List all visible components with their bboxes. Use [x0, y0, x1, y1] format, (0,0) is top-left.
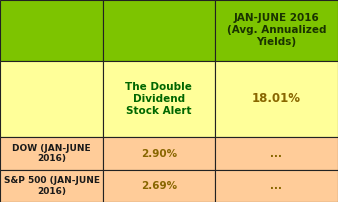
Bar	[103, 137, 215, 170]
Bar	[103, 61, 215, 137]
Text: JAN-JUNE 2016
(Avg. Annualized
Yields): JAN-JUNE 2016 (Avg. Annualized Yields)	[226, 13, 326, 47]
Text: ...: ...	[270, 181, 282, 191]
Text: DOW (JAN-JUNE
2016): DOW (JAN-JUNE 2016)	[12, 144, 91, 163]
Bar	[103, 0, 215, 61]
Text: S&P 500 (JAN-JUNE
2016): S&P 500 (JAN-JUNE 2016)	[3, 176, 100, 196]
Text: ...: ...	[270, 148, 282, 159]
Text: 2.69%: 2.69%	[141, 181, 177, 191]
Text: 18.01%: 18.01%	[252, 93, 301, 105]
Bar	[215, 137, 338, 170]
Bar	[0, 0, 103, 61]
Bar	[103, 170, 215, 202]
Text: The Double
Dividend
Stock Alert: The Double Dividend Stock Alert	[125, 82, 192, 116]
Bar	[215, 0, 338, 61]
Bar	[0, 61, 103, 137]
Text: 2.90%: 2.90%	[141, 148, 177, 159]
Bar	[0, 170, 103, 202]
Bar	[215, 170, 338, 202]
Bar	[0, 137, 103, 170]
Bar	[215, 61, 338, 137]
